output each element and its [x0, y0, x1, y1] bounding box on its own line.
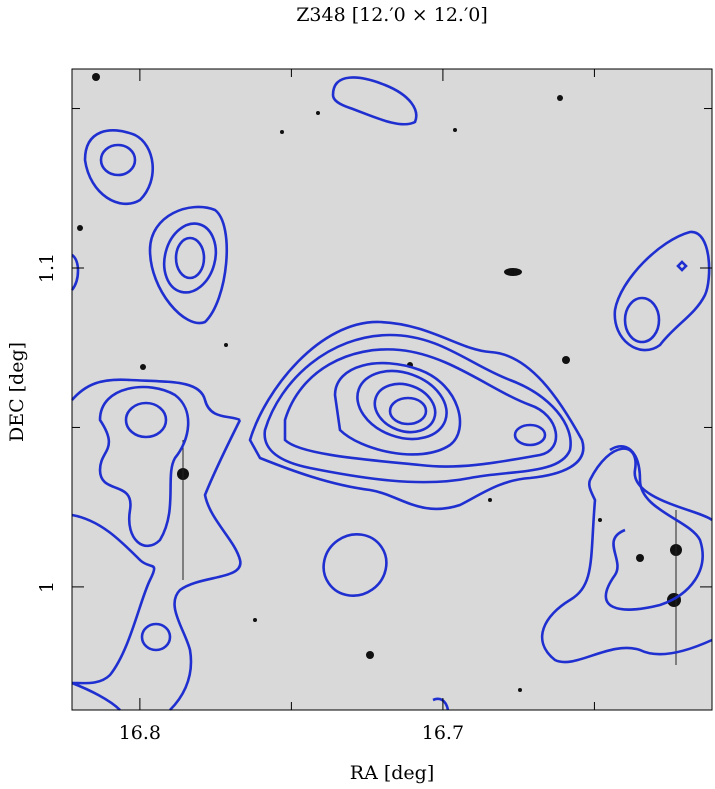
plot-frame	[71, 68, 713, 711]
x-tick-label: 16.8	[119, 722, 161, 744]
x-axis-label: RA [deg]	[350, 762, 434, 784]
x-tick-label: 16.7	[422, 722, 464, 744]
y-axis-label: DEC [deg]	[6, 342, 28, 442]
chart-title: Z348 [12.′0 × 12.′0]	[296, 4, 488, 26]
y-tick-label: 1.1	[36, 253, 58, 283]
sky-image	[72, 69, 712, 710]
y-tick-label: 1	[36, 581, 58, 593]
sources	[77, 73, 682, 692]
contours	[70, 76, 713, 711]
